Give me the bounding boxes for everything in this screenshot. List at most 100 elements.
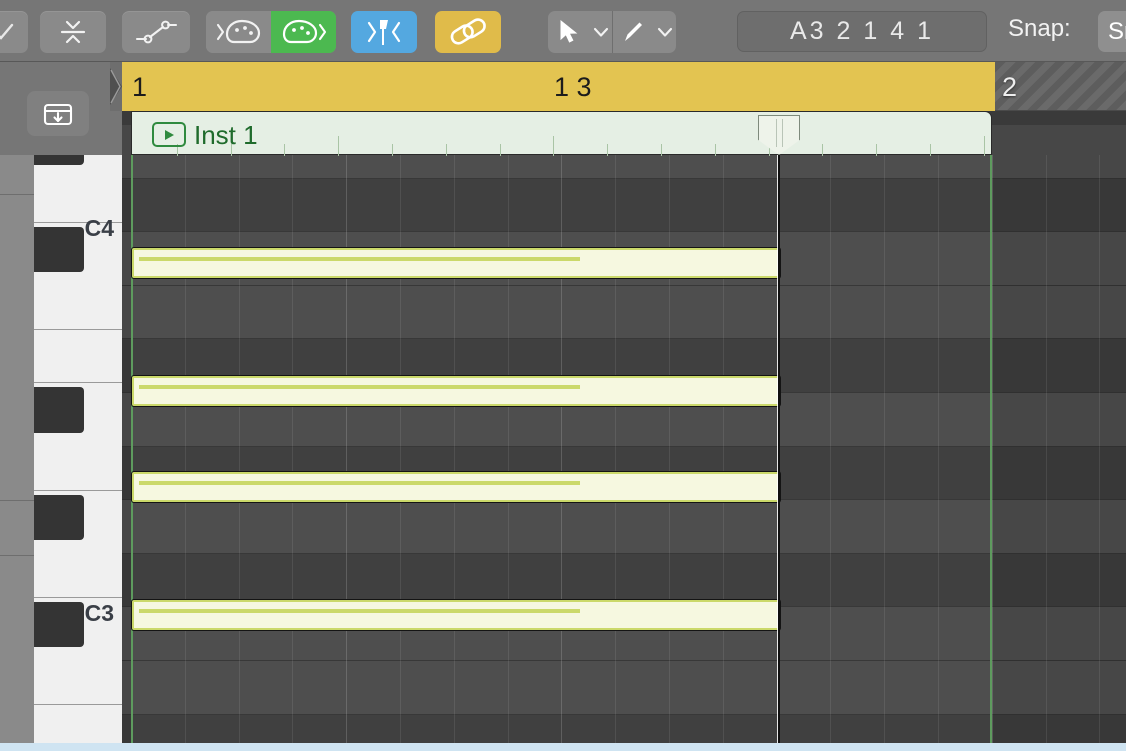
- midi-draw-segmented-control[interactable]: [206, 11, 336, 53]
- panel-down-arrow-icon: [43, 103, 73, 125]
- region-background: [133, 155, 990, 751]
- region-tick: [553, 136, 555, 156]
- flex-marker-icon: [367, 20, 401, 45]
- note-event[interactable]: [132, 600, 780, 630]
- link-button[interactable]: [435, 11, 501, 53]
- piano-key-B4[interactable]: [34, 329, 122, 384]
- chevron-right-icon: [110, 68, 122, 105]
- note-velocity-bar: [139, 481, 580, 485]
- key-label-C4: C4: [84, 215, 114, 241]
- pointer-tool[interactable]: [548, 11, 590, 53]
- region-tick: [338, 136, 340, 156]
- toolbar-button-partial[interactable]: [0, 11, 28, 53]
- chain-link-icon: [450, 18, 486, 45]
- grid-line: [830, 155, 832, 751]
- piano-keyboard[interactable]: C4 C3: [34, 155, 122, 751]
- grid-line: [184, 155, 186, 751]
- ruler-mark-1: 1: [132, 72, 148, 102]
- piano-key-Fs4[interactable]: [34, 601, 84, 648]
- piano-key-C5[interactable]: [34, 276, 122, 330]
- piano-key-Ds5[interactable]: [34, 155, 84, 165]
- palette-out-icon: [216, 19, 260, 44]
- ruler-mark-1-3: 1 3: [554, 72, 592, 102]
- region-header[interactable]: Inst 1: [131, 111, 992, 156]
- piano-key-F4[interactable]: [34, 651, 122, 705]
- ruler-outside-cycle[interactable]: 2: [995, 62, 1126, 111]
- tool-divider: [611, 11, 613, 53]
- chevron-down-icon: [593, 27, 608, 37]
- region-tick: [445, 144, 447, 156]
- grid-line: [991, 155, 993, 751]
- note-event[interactable]: [132, 376, 780, 406]
- collapse-expand-button[interactable]: [40, 11, 106, 53]
- grid-line: [615, 155, 617, 751]
- pitch-row[interactable]: [122, 500, 1126, 554]
- ruler[interactable]: 1 1 3 2: [122, 62, 1126, 111]
- cycle-range[interactable]: 1 1 3: [122, 62, 995, 111]
- grid-line: [507, 155, 509, 751]
- automation-node-icon: [135, 20, 178, 44]
- grid-line: [400, 155, 401, 751]
- lcd-text: A3 2 1 4 1: [790, 17, 934, 45]
- grid-line: [561, 155, 563, 751]
- pitch-row[interactable]: [122, 285, 1126, 340]
- bottom-scroll-strip[interactable]: [0, 743, 1126, 751]
- pencil-icon: [625, 22, 643, 41]
- pencil-tool[interactable]: [613, 11, 655, 53]
- playhead-line: [777, 155, 780, 751]
- region-tick: [230, 144, 232, 156]
- region-tick: [392, 144, 393, 156]
- region-tick: [607, 144, 609, 156]
- region-tick: [499, 144, 501, 156]
- grid-line: [669, 155, 670, 751]
- note-velocity-bar: [139, 257, 580, 261]
- snap-label: Snap:: [1008, 15, 1071, 42]
- region-tick: [930, 144, 931, 156]
- grid-line: [238, 155, 240, 751]
- grid-line: [346, 155, 348, 751]
- region-header-ticks: [132, 136, 991, 156]
- collapse-vertical-icon: [60, 20, 86, 44]
- flex-time-button[interactable]: [351, 11, 417, 53]
- piano-key-A4[interactable]: [34, 437, 122, 491]
- note-event[interactable]: [132, 248, 780, 278]
- grid-line: [131, 155, 132, 751]
- region-tick: [983, 136, 985, 156]
- piano-key-G4[interactable]: [34, 544, 122, 598]
- key-label-C3: C3: [84, 600, 114, 626]
- region-tick: [876, 144, 878, 156]
- grid-line: [1045, 155, 1047, 751]
- palette-in-button[interactable]: [271, 11, 336, 53]
- ruler-mark-2: 2: [1002, 72, 1018, 102]
- play-glyph-icon: [165, 129, 174, 140]
- toolbar: A3 2 1 4 1 Snap: Smart: [0, 0, 1126, 62]
- play-triangle-icon[interactable]: [152, 122, 186, 147]
- ruler-collapse-arrow[interactable]: [110, 62, 124, 111]
- note-velocity-bar: [139, 385, 580, 389]
- piano-key-Cs5[interactable]: [34, 226, 84, 273]
- automation-curve-button[interactable]: [122, 11, 190, 53]
- palette-in-icon: [282, 19, 326, 44]
- region-name-label: Inst 1: [194, 120, 258, 150]
- region-tick: [661, 144, 662, 156]
- piano-roll-grid[interactable]: Inst 1: [122, 111, 1126, 751]
- pitch-row[interactable]: [122, 661, 1126, 715]
- grid-line: [453, 155, 455, 751]
- left-side-strip: [0, 155, 34, 751]
- pitch-row[interactable]: [122, 178, 1126, 233]
- pointer-tool-menu[interactable]: [590, 11, 612, 53]
- checkmark-icon: [0, 23, 14, 40]
- position-display[interactable]: A3 2 1 4 1: [737, 11, 987, 52]
- palette-out-button[interactable]: [206, 11, 271, 53]
- pencil-tool-menu[interactable]: [654, 11, 676, 53]
- inspector-toggle-button[interactable]: [27, 91, 89, 136]
- snap-value-dropdown[interactable]: Smart: [1098, 11, 1126, 52]
- tool-selector[interactable]: [548, 11, 676, 53]
- piano-key-As4[interactable]: [34, 387, 84, 433]
- chevron-down-icon: [658, 27, 673, 37]
- note-event[interactable]: [132, 472, 780, 502]
- piano-key-Gs4[interactable]: [34, 494, 84, 541]
- region-tick: [284, 144, 286, 156]
- piano-key-D5[interactable]: [34, 169, 122, 223]
- grid-line: [292, 155, 294, 751]
